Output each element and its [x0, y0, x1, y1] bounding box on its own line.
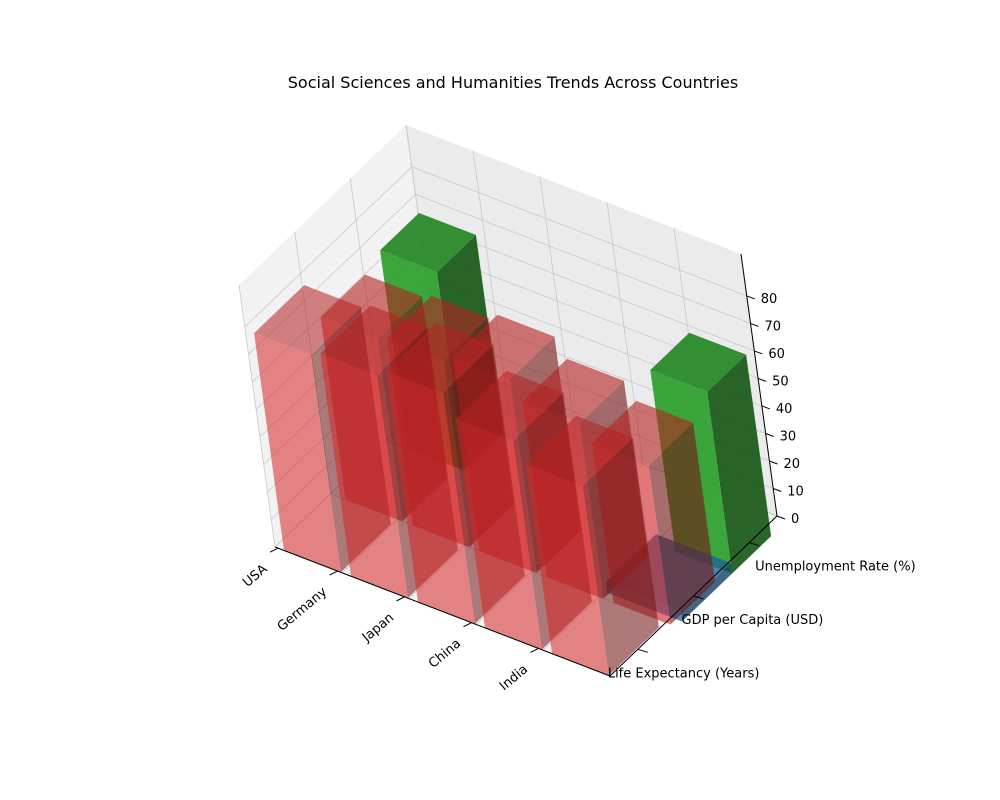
- z-tick-mark: [776, 515, 786, 520]
- bar-front-face: [386, 371, 475, 624]
- x-tick-label: Germany: [275, 584, 331, 634]
- y-tick-mark: [637, 648, 648, 653]
- bar-top-face: [650, 332, 747, 392]
- z-axis-line: [740, 253, 778, 517]
- z-tick-mark: [765, 433, 774, 437]
- bar-side-face: [680, 563, 733, 622]
- x-tick-label: India: [497, 662, 531, 694]
- z-tick-mark: [754, 350, 763, 355]
- y-tick-label: GDP per Capita (USD): [682, 613, 824, 628]
- y-tick-label: Unemployment Rate (%): [755, 560, 916, 575]
- bar-top-face: [525, 415, 633, 486]
- bar-front-face: [456, 418, 542, 650]
- z-tick-mark: [769, 460, 778, 465]
- y-axis: Life Expectancy (Years) GDP per Capita (U…: [608, 515, 916, 681]
- x-tick-mark: [329, 570, 338, 576]
- z-tick-mark: [750, 322, 759, 327]
- z-tick-label: 20: [783, 457, 800, 472]
- z-tick-mark: [761, 405, 771, 410]
- y-tick-mark: [693, 595, 704, 600]
- z-tick-label: 70: [765, 319, 782, 334]
- gridline-z: [244, 166, 747, 328]
- bar-side-face: [707, 354, 772, 574]
- z-tick-label: 0: [791, 512, 799, 527]
- x-tick-mark: [269, 547, 279, 553]
- bar-side-face: [648, 422, 715, 625]
- x-tick-label: Japan: [359, 610, 397, 645]
- z-tick-mark: [773, 488, 782, 492]
- bar-front-face: [254, 333, 341, 573]
- bar-top-face: [320, 305, 428, 376]
- z-tick-mark: [746, 295, 755, 300]
- bar-top-face: [386, 323, 494, 393]
- x-tick-label: China: [426, 636, 464, 671]
- bar-front-face: [320, 353, 408, 599]
- y-tick-label: Life Expectancy (Years): [608, 666, 760, 681]
- z-tick-label: 30: [780, 429, 797, 444]
- y-tick-mark: [749, 542, 760, 547]
- x-tick-label: USA: [240, 562, 270, 591]
- z-tick-label: 60: [768, 347, 785, 362]
- z-tick-label: 10: [787, 484, 804, 499]
- z-tick-label: 50: [772, 374, 789, 389]
- bar-red-front: [525, 415, 659, 676]
- bar-side-face: [582, 437, 659, 676]
- x-tick-mark: [396, 596, 405, 602]
- bar-top-face: [456, 370, 564, 441]
- bar-top-face: [254, 285, 361, 355]
- chart-title: Social Sciences and Humanities Trends Ac…: [288, 73, 738, 92]
- z-tick-mark: [757, 377, 767, 382]
- bar-front-face: [525, 463, 609, 676]
- x-tick-mark: [463, 622, 472, 628]
- z-axis: 0 10 20 30 40 50 60 70 80: [740, 253, 804, 527]
- bars: [254, 213, 772, 676]
- z-tick-label: 80: [761, 292, 778, 307]
- z-tick-label: 40: [776, 402, 793, 417]
- x-axis-line: [274, 546, 611, 677]
- x-tick-mark: [530, 648, 539, 653]
- bar-top-face: [380, 213, 476, 273]
